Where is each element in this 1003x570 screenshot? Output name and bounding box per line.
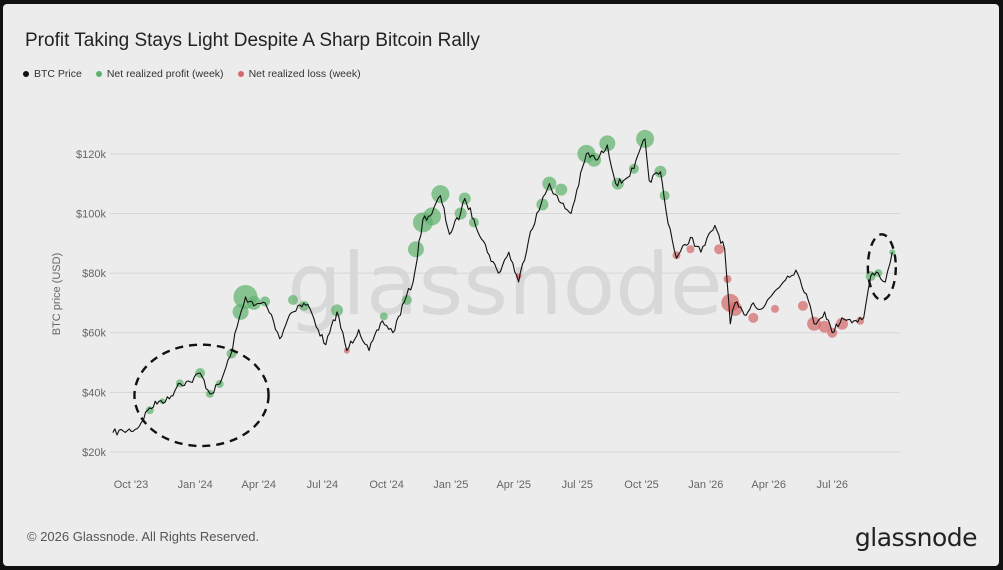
loss-bubble <box>748 312 759 323</box>
profit-bubble <box>599 135 616 152</box>
copyright-text: © 2026 Glassnode. All Rights Reserved. <box>27 529 260 544</box>
loss-bubble <box>797 300 808 311</box>
legend-item-profit[interactable]: Net realized profit (week) <box>95 68 224 80</box>
chart-title: Profit Taking Stays Light Despite A Shar… <box>25 30 480 51</box>
chart-legend: BTC Price Net realized profit (week) Net… <box>23 68 361 80</box>
x-tick-label: Jan '25 <box>433 479 468 491</box>
profit-bubble <box>423 207 442 226</box>
profit-bubble <box>468 217 479 228</box>
x-tick-label: Jul '25 <box>562 479 593 491</box>
y-tick-label: $100k <box>76 208 106 220</box>
loss-bubble <box>686 245 695 254</box>
x-tick-label: Jan '26 <box>688 479 723 491</box>
chart-card: Profit Taking Stays Light Despite A Shar… <box>3 4 999 566</box>
legend-item-btc-price[interactable]: BTC Price <box>23 68 82 80</box>
profit-bubble <box>555 183 568 196</box>
profit-bubble <box>288 294 299 305</box>
profit-bubble <box>379 312 388 321</box>
profit-bubble <box>407 241 424 258</box>
y-tick-label: $40k <box>82 387 106 399</box>
profit-bubble <box>299 300 310 311</box>
watermark-text: glassnode <box>287 235 722 335</box>
loss-bubble <box>672 251 681 260</box>
profit-bubble <box>536 198 549 211</box>
legend-dot-green-icon <box>95 71 102 77</box>
x-tick-label: Jul '24 <box>307 479 338 491</box>
x-tick-label: Oct '23 <box>114 479 149 491</box>
legend-dot-red-icon <box>237 71 244 77</box>
glassnode-logo: glassnode <box>854 523 978 552</box>
x-tick-label: Apr '25 <box>496 479 531 491</box>
y-tick-label: $60k <box>82 328 106 340</box>
y-tick-label: $80k <box>82 268 106 280</box>
loss-bubble <box>818 320 831 333</box>
legend-item-loss[interactable]: Net realized loss (week) <box>237 68 361 80</box>
legend-label: BTC Price <box>34 68 82 80</box>
loss-bubble <box>770 304 779 313</box>
loss-bubble <box>714 244 725 255</box>
profit-bubble <box>431 185 450 204</box>
profit-bubble <box>260 296 271 307</box>
x-tick-label: Oct '24 <box>369 479 404 491</box>
profit-bubble <box>659 190 670 201</box>
legend-dot-black-icon <box>23 71 29 77</box>
legend-label: Net realized profit (week) <box>106 68 224 80</box>
x-tick-label: Oct '25 <box>624 479 659 491</box>
btc-price-chart: glassnode $20k $40k $60k $80k $100k $120k BTC p… <box>51 129 900 491</box>
x-tick-label: Jan '24 <box>178 479 213 491</box>
dashed-ellipse-annotation <box>866 233 898 302</box>
dashed-ellipse-annotation <box>133 343 270 448</box>
y-tick-label: $20k <box>82 447 106 459</box>
y-axis-label: BTC price (USD) <box>51 253 63 336</box>
x-tick-label: Apr '26 <box>751 479 786 491</box>
x-tick-label: Apr '24 <box>242 479 277 491</box>
profit-bubble <box>246 295 261 310</box>
legend-label: Net realized loss (week) <box>248 68 361 80</box>
y-tick-label: $120k <box>76 149 106 161</box>
loss-bubble <box>836 317 849 330</box>
profit-bubble <box>331 304 344 317</box>
btc-price-line <box>112 138 893 436</box>
x-tick-label: Jul '26 <box>817 479 848 491</box>
